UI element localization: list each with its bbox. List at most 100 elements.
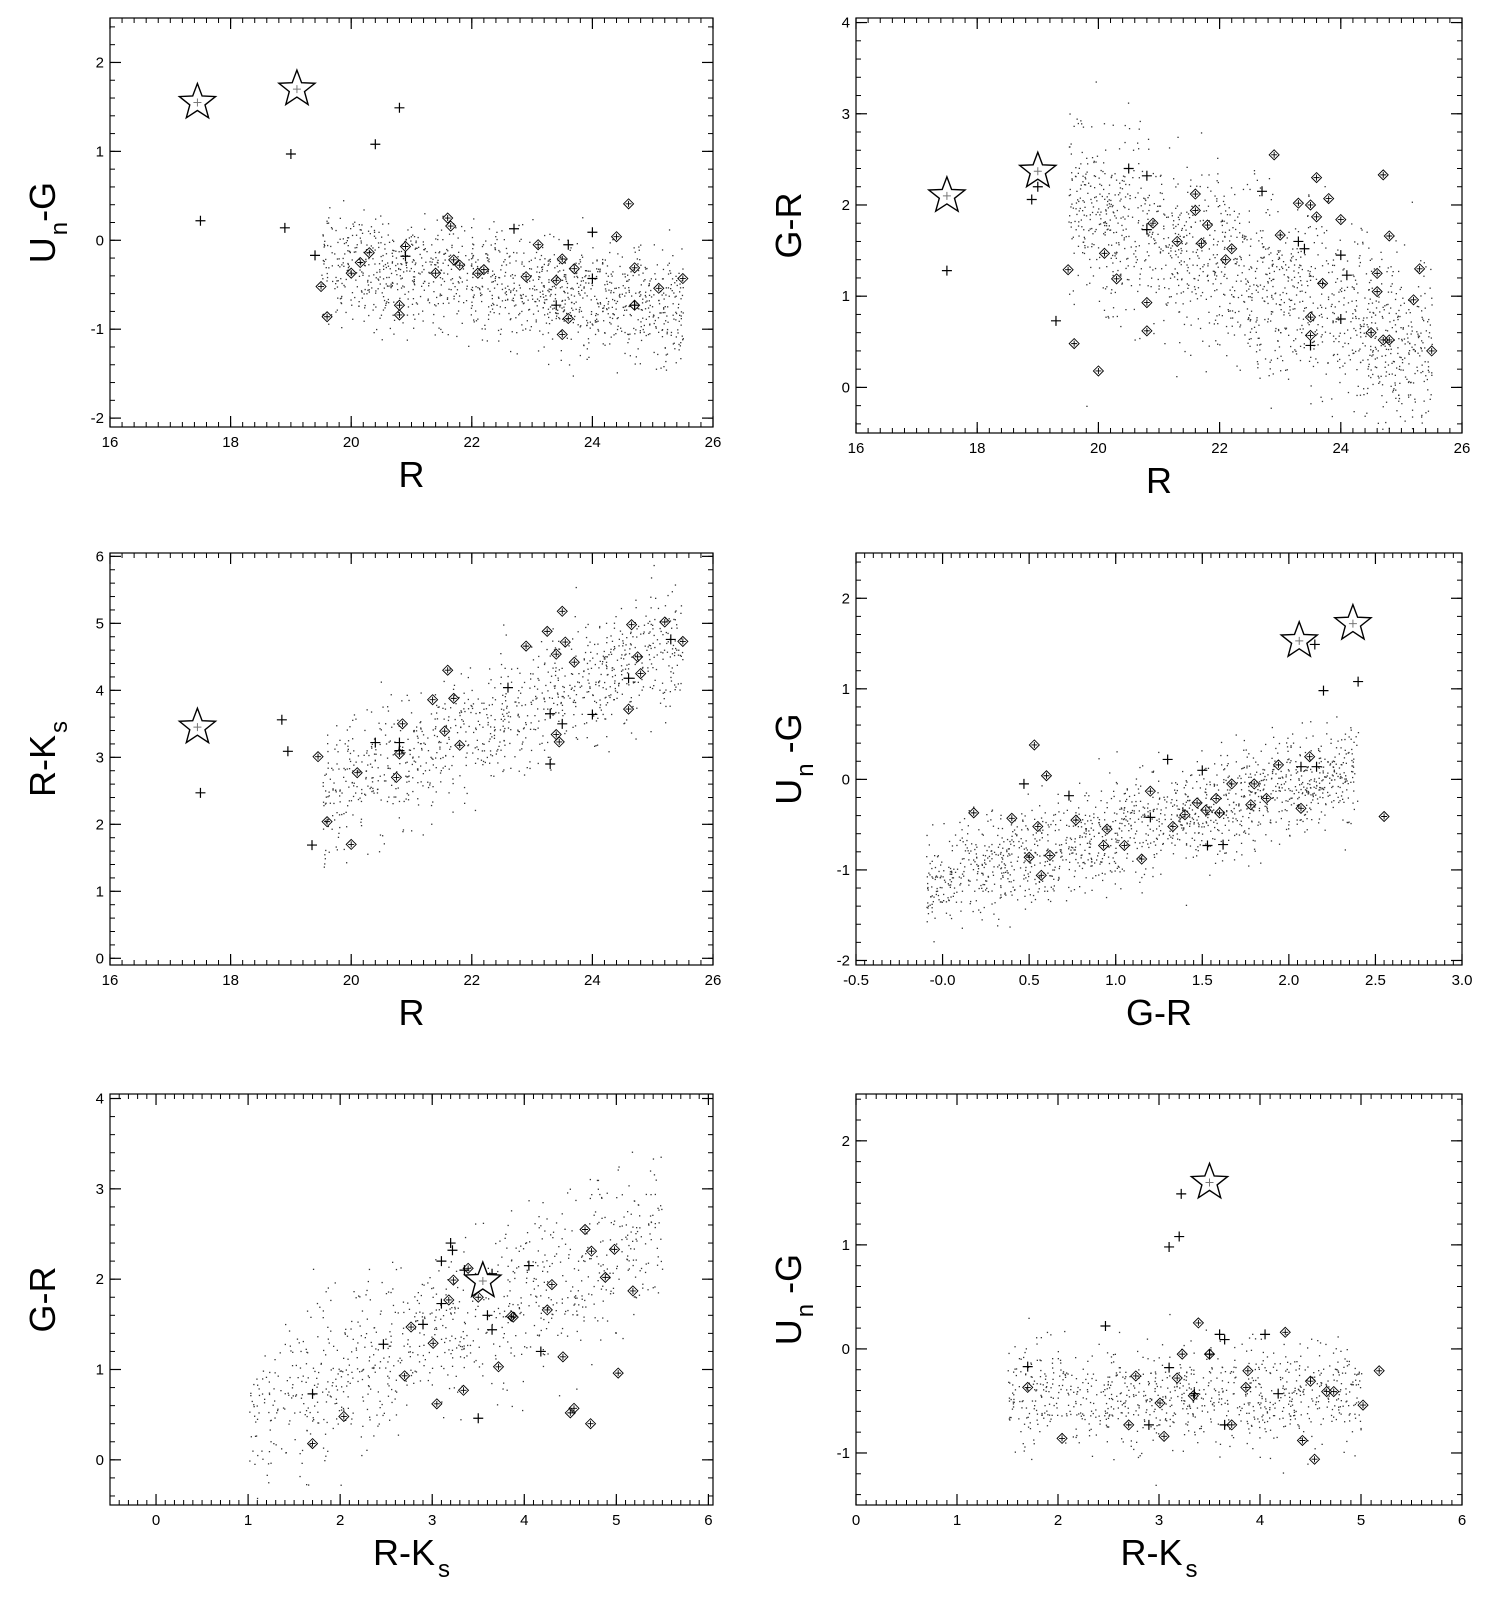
cloud-point	[1268, 246, 1270, 249]
cloud-point	[1343, 801, 1345, 803]
cloud-point	[352, 814, 354, 816]
cloud-point	[516, 705, 518, 707]
cloud-point	[661, 294, 663, 296]
cloud-point	[1248, 210, 1250, 212]
cloud-point	[643, 324, 645, 327]
cloud-point	[374, 760, 376, 762]
cloud-point	[322, 235, 324, 237]
cloud-point	[1106, 266, 1108, 268]
cloud-point	[1181, 227, 1183, 230]
cloud-point	[391, 285, 393, 287]
cloud-point	[659, 627, 661, 630]
cloud-point	[1385, 421, 1387, 424]
cloud-point	[1355, 317, 1357, 320]
cloud-point	[931, 895, 933, 897]
cloud-point	[636, 628, 638, 630]
cloud-point	[1157, 210, 1159, 212]
cloud-point	[681, 651, 684, 654]
cloud-point	[661, 329, 664, 331]
cloud-point	[1091, 211, 1094, 214]
cloud-point	[1424, 307, 1426, 309]
y-tick-label: 0	[96, 232, 104, 249]
diamond-marker	[396, 718, 409, 730]
cloud-point	[1402, 328, 1404, 330]
cloud-point	[943, 900, 945, 902]
cloud-point	[964, 844, 967, 846]
cloud-point	[610, 648, 612, 650]
cloud-point	[560, 350, 562, 352]
cloud-point	[1147, 138, 1150, 140]
cloud-point	[437, 262, 439, 264]
cloud-point	[588, 682, 590, 684]
cloud-point	[539, 296, 542, 298]
cloud-point	[1281, 801, 1283, 803]
cloud-point	[1155, 291, 1157, 294]
cloud-point	[1266, 289, 1268, 292]
cloud-point	[1217, 829, 1219, 831]
cloud-point	[340, 302, 343, 305]
cloud-point	[582, 697, 584, 699]
cloud-point	[419, 295, 422, 298]
cloud-point	[1254, 270, 1257, 273]
cloud-point	[1288, 266, 1290, 268]
diamond-marker	[345, 838, 357, 851]
cloud-point	[1233, 859, 1236, 861]
cloud-point	[610, 290, 612, 292]
cloud-point	[663, 308, 665, 310]
cloud-point	[393, 301, 395, 303]
y-tick-label: 2	[96, 816, 104, 833]
y-tick-label: 0	[842, 379, 850, 396]
cloud-point	[596, 302, 599, 304]
cloud-point	[458, 696, 460, 699]
cloud-point	[1106, 229, 1108, 231]
cloud-point	[432, 801, 434, 803]
cloud-point	[1070, 838, 1073, 841]
cloud-point	[1100, 184, 1103, 187]
cloud-point	[1197, 279, 1199, 281]
cloud-point	[450, 289, 452, 291]
cloud-point	[324, 803, 327, 805]
cloud-point	[432, 281, 435, 283]
cloud-point	[1274, 349, 1276, 352]
cloud-point	[499, 251, 501, 253]
cloud-point	[649, 620, 651, 623]
cloud-point	[561, 286, 563, 288]
cloud-point	[584, 292, 586, 294]
cloud-point	[1370, 349, 1372, 351]
cloud-point	[1233, 296, 1235, 298]
cloud-point	[582, 297, 584, 299]
cloud-point	[562, 715, 564, 717]
cloud-point	[1174, 844, 1176, 846]
cloud-point	[343, 776, 345, 778]
cloud-point	[1368, 375, 1370, 377]
cloud-point	[1115, 838, 1117, 840]
cloud-point	[1370, 376, 1372, 379]
cloud-point	[1124, 141, 1126, 144]
cloud-point	[1363, 394, 1365, 396]
y-axis-label: Un-G	[22, 182, 73, 263]
cloud-point	[1272, 263, 1274, 265]
cloud-point	[359, 771, 361, 773]
cloud-point	[482, 760, 485, 763]
cloud-point	[660, 620, 662, 623]
cloud-point	[599, 271, 601, 273]
cloud-point	[1274, 330, 1277, 332]
cloud-point	[612, 313, 615, 315]
cloud-point	[1114, 291, 1116, 294]
cloud-point	[1307, 227, 1310, 229]
cloud-point	[1425, 266, 1427, 268]
cloud-point	[1186, 250, 1188, 252]
cloud-point	[1362, 241, 1364, 243]
cloud-point	[344, 286, 346, 288]
cloud-point	[1234, 290, 1236, 292]
cloud-point	[613, 314, 615, 316]
cloud-point	[433, 313, 435, 316]
cloud-point	[1107, 228, 1109, 230]
cloud-point	[621, 679, 624, 681]
cloud-point	[500, 683, 502, 685]
cloud-point	[381, 339, 383, 341]
cloud-point	[675, 311, 677, 313]
cloud-point	[1288, 231, 1290, 233]
cloud-point	[611, 640, 614, 642]
cloud-point	[1285, 264, 1287, 266]
